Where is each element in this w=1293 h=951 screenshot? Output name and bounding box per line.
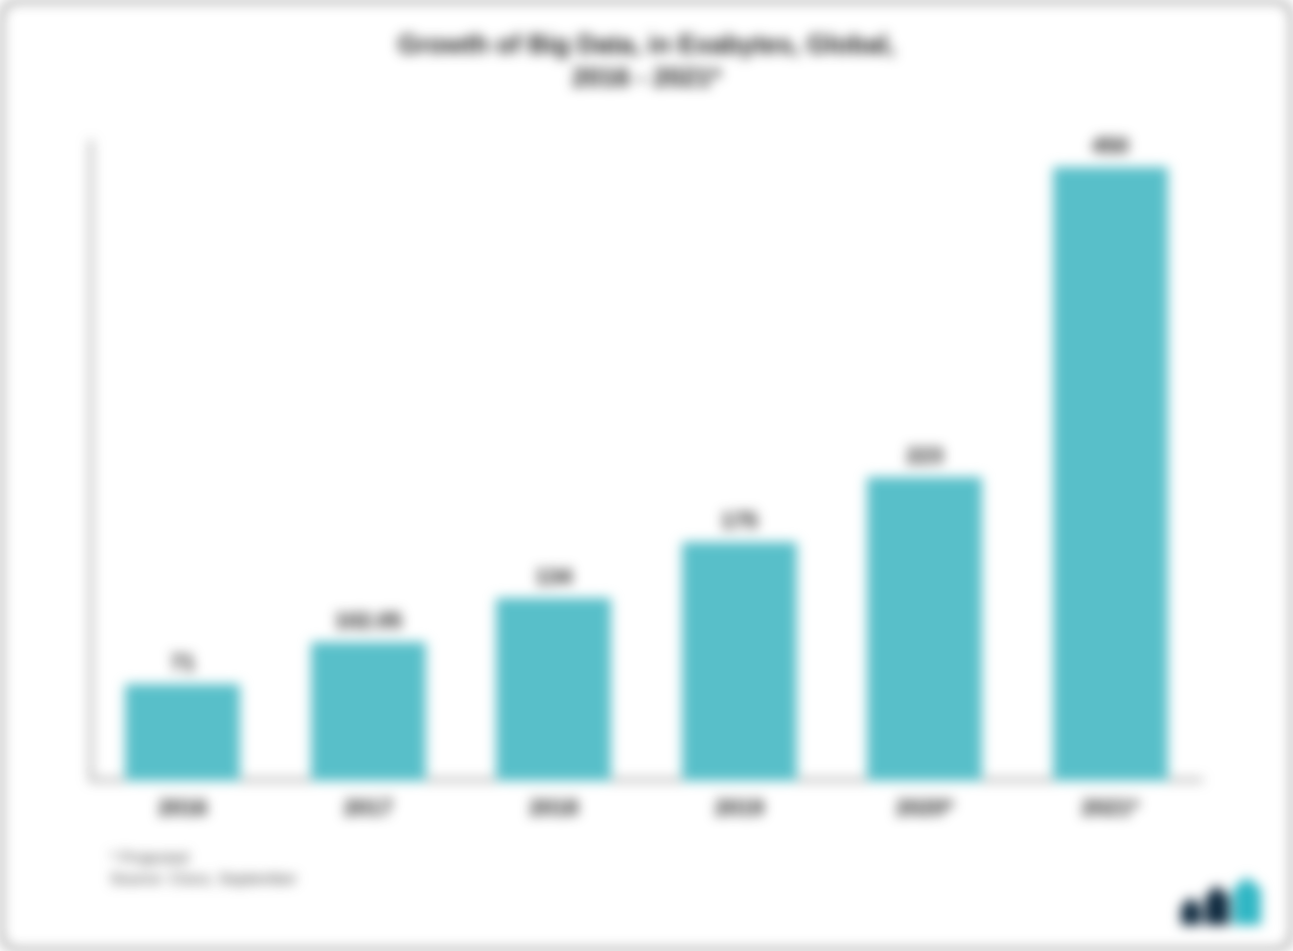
bar-value-label: 223	[867, 443, 982, 469]
category-label: 2018	[461, 795, 647, 821]
bar: 223	[867, 477, 982, 781]
bar: 450	[1053, 167, 1168, 781]
bar-value-label: 102.05	[311, 608, 426, 634]
plot-area: 712016102.052017134201817520192232020*45…	[90, 140, 1203, 781]
category-label: 2019	[647, 795, 833, 821]
bar-value-label: 134	[496, 564, 611, 590]
footnote-line2: Source: Cisco, September	[110, 869, 297, 891]
category-label: 2021*	[1018, 795, 1204, 821]
bars-container: 712016102.052017134201817520192232020*45…	[90, 140, 1203, 781]
brand-logo	[1177, 877, 1265, 929]
bar-value-label: 450	[1053, 133, 1168, 159]
bar: 102.05	[311, 642, 426, 781]
category-label: 2017	[276, 795, 462, 821]
category-label: 2016	[90, 795, 276, 821]
bar: 134	[496, 598, 611, 781]
chart-title: Growth of Big Data, in Exabytes, Global,…	[0, 28, 1293, 93]
bar: 71	[125, 684, 240, 781]
category-label: 2020*	[832, 795, 1018, 821]
bar-value-label: 175	[682, 508, 797, 534]
chart-title-line2: 2016 - 2021*	[0, 61, 1293, 94]
chart-title-line1: Growth of Big Data, in Exabytes, Global,	[0, 28, 1293, 61]
footnote: * Projected Source: Cisco, September	[110, 848, 297, 891]
bar-value-label: 71	[125, 650, 240, 676]
footnote-line1: * Projected	[110, 848, 297, 870]
bar: 175	[682, 542, 797, 781]
